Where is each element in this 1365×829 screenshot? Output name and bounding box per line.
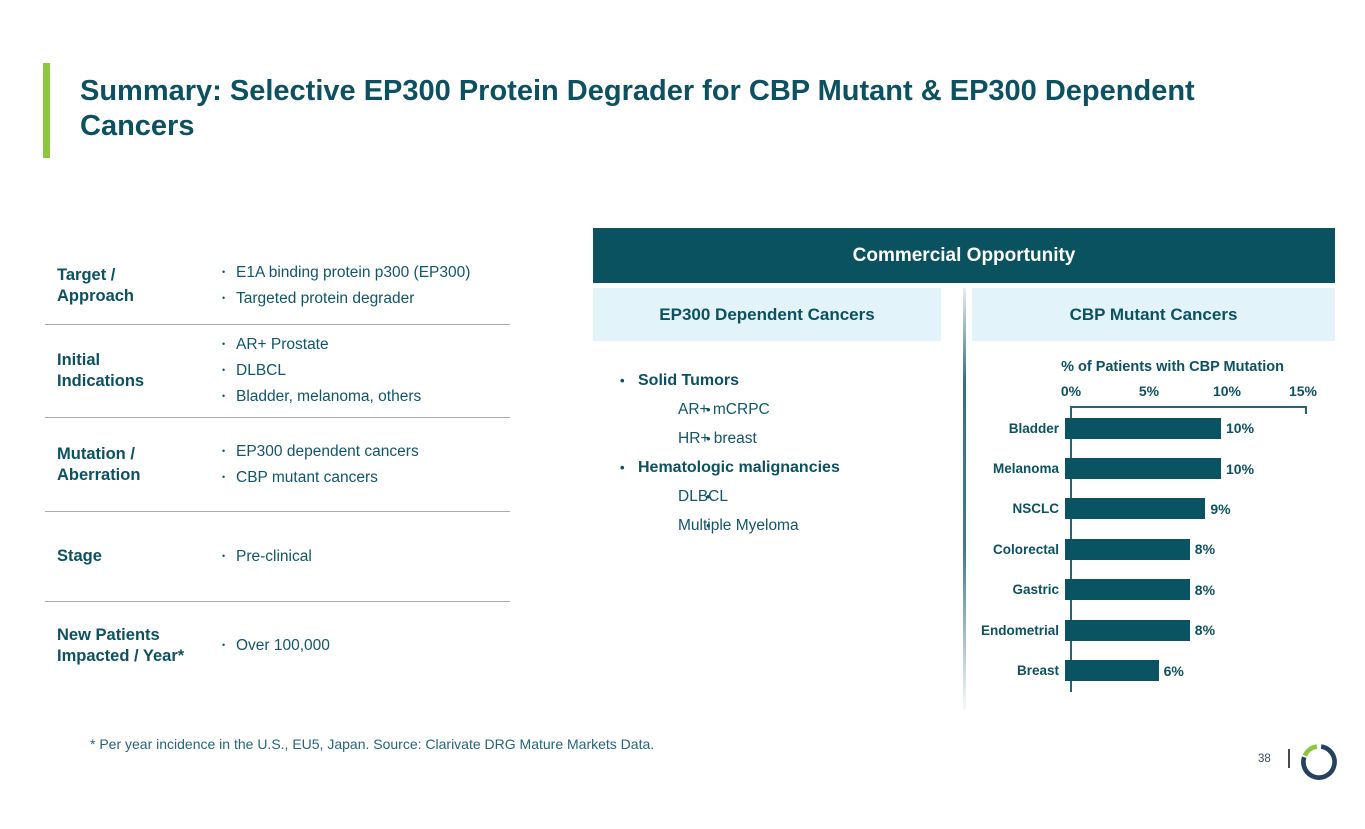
row-label: Mutation / Aberration [57, 444, 222, 486]
bar [1065, 458, 1221, 480]
x-axis-tick-label: 0% [1060, 383, 1082, 399]
chart-title: % of Patients with CBP Mutation [1061, 359, 1284, 375]
list-item: DLBCL [658, 486, 955, 507]
row-label-line: Indications [57, 372, 145, 390]
company-logo-icon [1301, 744, 1337, 780]
value-label: 8% [1194, 581, 1216, 598]
bullet-item: Targeted protein degrader [222, 286, 510, 312]
row-label: Stage [57, 546, 222, 567]
bar-row: Colorectal 8% [977, 529, 1349, 569]
bar-row: Gastric 8% [977, 570, 1349, 610]
row-bullets: Over 100,000 [222, 633, 510, 659]
row-label-line: Target / [57, 266, 116, 284]
row-label-line: Mutation / [57, 444, 135, 463]
ep300-bullet-list: Solid Tumors AR+ mCRPC HR+ breast Hemato… [610, 370, 955, 544]
table-row-target-approach: Target / Approach E1A binding protein p3… [45, 248, 510, 325]
row-bullets: Pre-clinical [222, 544, 510, 570]
bar-row: Breast 6% [977, 650, 1349, 690]
bar-chart: Bladder 10% Melanoma 10% NSCLC 9% Colore… [977, 408, 1349, 691]
summary-table: Target / Approach E1A binding protein p3… [45, 248, 510, 690]
bar-track: 8% [1065, 538, 1349, 560]
bar [1065, 619, 1190, 641]
bullet-item: DLBCL [222, 358, 510, 384]
bar-row: Melanoma 10% [977, 448, 1349, 488]
row-label-line: Initial [57, 351, 101, 369]
category-label: Colorectal [992, 541, 1059, 557]
bar [1065, 417, 1221, 439]
page-title: Summary: Selective EP300 Protein Degrade… [80, 75, 1195, 142]
category-label: Endometrial [980, 622, 1059, 638]
row-label-line: Approach [57, 287, 135, 305]
row-label: Target / Approach [57, 265, 222, 307]
row-label: Initial Indications [57, 350, 222, 392]
x-axis-tick-label: 5% [1138, 383, 1160, 399]
bullet-item: EP300 dependent cancers [222, 439, 510, 465]
panel-header-cbp-mutant: CBP Mutant Cancers [972, 288, 1335, 341]
category-label: Breast [1016, 663, 1059, 679]
row-bullets: AR+ Prostate DLBCL Bladder, melanoma, ot… [222, 332, 510, 410]
value-label: 10% [1226, 460, 1255, 477]
bar [1065, 498, 1206, 520]
table-row-new-patients: New Patients Impacted / Year* Over 100,0… [45, 602, 510, 690]
bar-track: 8% [1065, 579, 1349, 601]
bullet-item: Over 100,000 [222, 633, 510, 659]
x-axis-tick-label: 15% [1288, 383, 1318, 399]
value-label: 10% [1226, 420, 1255, 437]
bullet-item: Pre-clinical [222, 544, 510, 570]
row-label-line: New Patients [57, 626, 160, 644]
bar [1065, 579, 1190, 601]
bar-row: Bladder 10% [977, 408, 1349, 448]
row-label: New Patients Impacted / Year* [57, 625, 222, 667]
bullet-item: E1A binding protein p300 (EP300) [222, 260, 510, 286]
row-label-line: Stage [57, 547, 102, 565]
list-group-label: Solid Tumors [610, 370, 955, 391]
table-row-mutation-aberration: Mutation / Aberration EP300 dependent ca… [45, 418, 510, 512]
row-bullets: E1A binding protein p300 (EP300) Targete… [222, 260, 510, 312]
bar [1065, 538, 1190, 560]
bar-row: NSCLC 9% [977, 489, 1349, 529]
value-label: 6% [1163, 662, 1184, 679]
footnote: * Per year incidence in the U.S., EU5, J… [90, 736, 655, 752]
table-row-stage: Stage Pre-clinical [45, 512, 510, 602]
category-label: Bladder [1008, 420, 1059, 436]
list-item: HR+ breast [658, 428, 955, 449]
page-number: 38 [1258, 753, 1271, 765]
bar-track: 10% [1065, 458, 1349, 480]
value-label: 9% [1210, 500, 1231, 517]
list-item: AR+ mCRPC [658, 399, 955, 420]
panel-divider [963, 288, 966, 710]
x-axis-tick-label: 10% [1212, 383, 1242, 399]
list-item: Multiple Myeloma [658, 515, 955, 536]
category-label: Melanoma [992, 461, 1059, 477]
value-label: 8% [1194, 622, 1216, 639]
bar [1065, 660, 1159, 682]
bar-track: 9% [1065, 498, 1349, 520]
title-accent-bar [43, 63, 50, 158]
row-label-line: Aberration [57, 465, 141, 484]
table-row-initial-indications: Initial Indications AR+ Prostate DLBCL B… [45, 325, 510, 418]
category-label: Gastric [1012, 582, 1059, 598]
bullet-item: Bladder, melanoma, others [222, 384, 510, 410]
row-bullets: EP300 dependent cancers CBP mutant cance… [222, 439, 510, 491]
panel-header-ep300-dependent: EP300 Dependent Cancers [593, 288, 941, 341]
bar-row: Endometrial 8% [977, 610, 1349, 650]
bar-track: 6% [1065, 660, 1349, 682]
chart-x-axis-line [1070, 406, 1307, 408]
footer-separator [1288, 749, 1290, 768]
value-label: 8% [1194, 541, 1216, 558]
bar-track: 8% [1065, 619, 1349, 641]
bar-track: 10% [1065, 417, 1349, 439]
category-label: NSCLC [1012, 501, 1060, 517]
row-label-line: Impacted / Year* [57, 647, 185, 665]
chart-axis-end-tick [1305, 406, 1307, 414]
commercial-opportunity-header: Commercial Opportunity [593, 228, 1335, 283]
bullet-item: CBP mutant cancers [222, 465, 510, 491]
list-group-label: Hematologic malignancies [610, 457, 955, 478]
bullet-item: AR+ Prostate [222, 332, 510, 358]
